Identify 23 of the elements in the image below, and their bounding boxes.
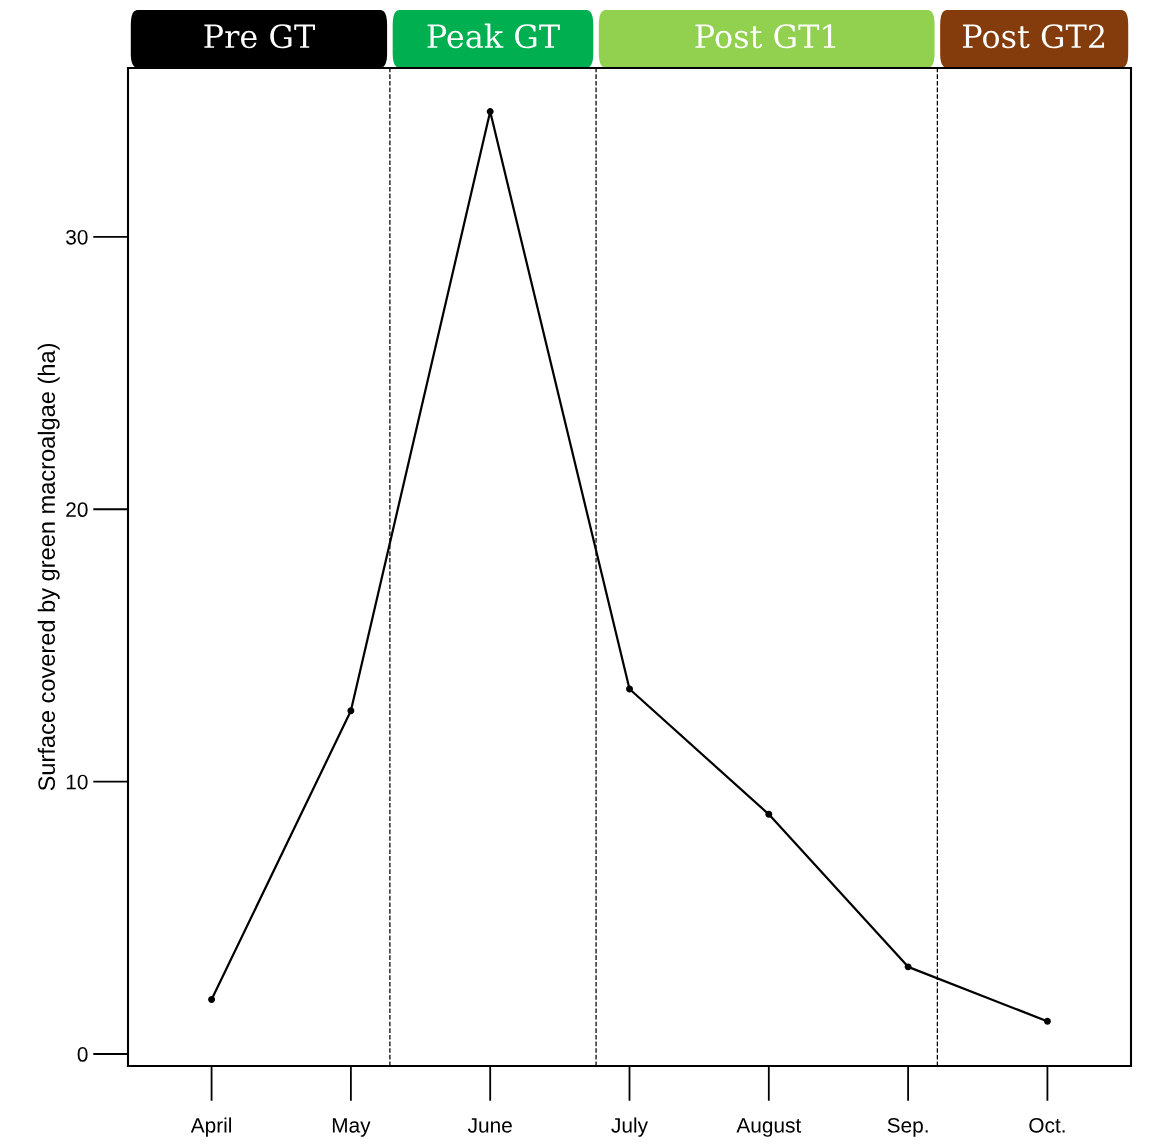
x-tick-label: May xyxy=(332,1118,371,1137)
y-tick-label: 10 xyxy=(66,774,88,790)
point xyxy=(765,810,773,818)
y-tick-label: 0 xyxy=(77,1047,88,1062)
text: Pre GT xyxy=(204,24,315,49)
y-tick-label: 30 xyxy=(66,229,88,245)
x-tick-label: June xyxy=(467,1118,512,1133)
x-tick-label: July xyxy=(611,1117,648,1137)
x-tick-label: August xyxy=(736,1118,802,1137)
x-tick-label: Oct. xyxy=(1029,1117,1065,1133)
point xyxy=(347,707,355,715)
y-tick-label: 20 xyxy=(66,502,88,518)
point xyxy=(626,685,633,693)
point xyxy=(208,996,216,1004)
text: Post GT1 xyxy=(695,24,836,49)
point xyxy=(904,963,912,971)
text: Peak GT xyxy=(427,23,560,49)
x-tick-label: Sep. xyxy=(887,1117,928,1137)
point xyxy=(1043,1017,1051,1025)
x-tick-label: April xyxy=(190,1117,232,1137)
text: Post GT2 xyxy=(962,24,1105,49)
point xyxy=(486,108,494,116)
y-axis-title: Surface covered by green macroalgae (ha) xyxy=(37,344,60,791)
